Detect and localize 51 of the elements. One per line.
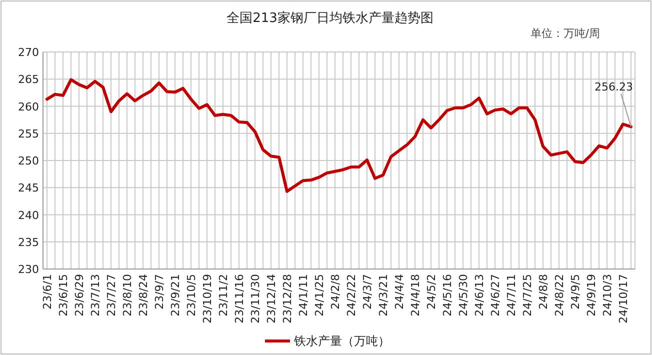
x-tick-label: 23/6/15 bbox=[57, 274, 70, 316]
x-tick-label: 24/10/17 bbox=[617, 274, 630, 324]
x-tick-label: 23/10/5 bbox=[185, 274, 198, 316]
x-tick-label: 23/6/1 bbox=[41, 274, 54, 310]
x-tick-label: 23/11/30 bbox=[249, 274, 262, 324]
y-tick-label: 270 bbox=[18, 46, 39, 59]
y-tick-label: 255 bbox=[18, 127, 39, 140]
x-tick-label: 24/4/18 bbox=[409, 274, 422, 316]
x-tick-label: 23/12/14 bbox=[265, 274, 278, 324]
x-tick-label: 24/7/25 bbox=[521, 274, 534, 316]
x-tick-label: 24/6/27 bbox=[489, 274, 502, 316]
x-tick-label: 24/5/30 bbox=[457, 274, 470, 316]
x-tick-label: 23/8/10 bbox=[121, 274, 134, 316]
data-label: 256.23 bbox=[594, 80, 633, 94]
x-tick-label: 23/9/21 bbox=[169, 274, 182, 316]
x-tick-label: 24/5/16 bbox=[441, 274, 454, 316]
x-tick-label: 24/9/5 bbox=[569, 274, 582, 310]
line-series bbox=[46, 78, 632, 193]
x-tick-label: 23/6/29 bbox=[73, 274, 86, 316]
text: 单位：万吨/周 bbox=[530, 27, 600, 40]
x-tick-label: 23/11/2 bbox=[217, 274, 230, 316]
x-tick-label: 24/1/25 bbox=[313, 274, 326, 316]
chart-title: 全国213家钢厂日均铁水产量趋势图 bbox=[226, 10, 434, 26]
x-tick-label: 24/1/11 bbox=[297, 274, 310, 316]
y-tick-label: 245 bbox=[18, 182, 39, 195]
x-tick-label: 24/10/3 bbox=[601, 274, 614, 316]
y-tick-label: 250 bbox=[18, 154, 39, 168]
x-tick-label: 24/4/4 bbox=[393, 274, 406, 310]
x-tick-label: 23/8/24 bbox=[137, 274, 150, 316]
x-tick-label: 24/8/22 bbox=[553, 274, 566, 316]
x-tick-label: 23/12/28 bbox=[281, 274, 294, 324]
x-tick-label: 24/9/19 bbox=[585, 274, 598, 316]
x-tick-label: 24/8/8 bbox=[537, 274, 550, 310]
x-tick-label: 23/7/27 bbox=[105, 274, 118, 316]
x-tick-label: 23/10/19 bbox=[201, 274, 214, 324]
x-tick-label: 24/2/22 bbox=[345, 274, 358, 316]
x-tick-label: 24/7/11 bbox=[505, 274, 518, 316]
x-tick-label: 23/9/7 bbox=[153, 274, 166, 310]
x-tick-label: 24/5/2 bbox=[425, 274, 438, 310]
x-tick-label: 24/3/7 bbox=[361, 274, 374, 310]
y-tick-label: 240 bbox=[18, 208, 39, 222]
y-tick-label: 260 bbox=[18, 100, 39, 114]
legend-label: 铁水产量（万吨） bbox=[293, 334, 390, 348]
y-tick-label: 230 bbox=[18, 263, 39, 276]
x-tick-label: 24/2/8 bbox=[329, 274, 342, 310]
x-tick-label: 24/6/13 bbox=[473, 274, 486, 316]
y-tick-label: 265 bbox=[18, 73, 39, 86]
x-tick-label: 23/7/13 bbox=[89, 274, 102, 316]
y-tick-label: 235 bbox=[18, 236, 39, 249]
x-tick-label: 23/11/16 bbox=[233, 274, 246, 324]
x-tick-label: 24/3/21 bbox=[377, 274, 390, 316]
